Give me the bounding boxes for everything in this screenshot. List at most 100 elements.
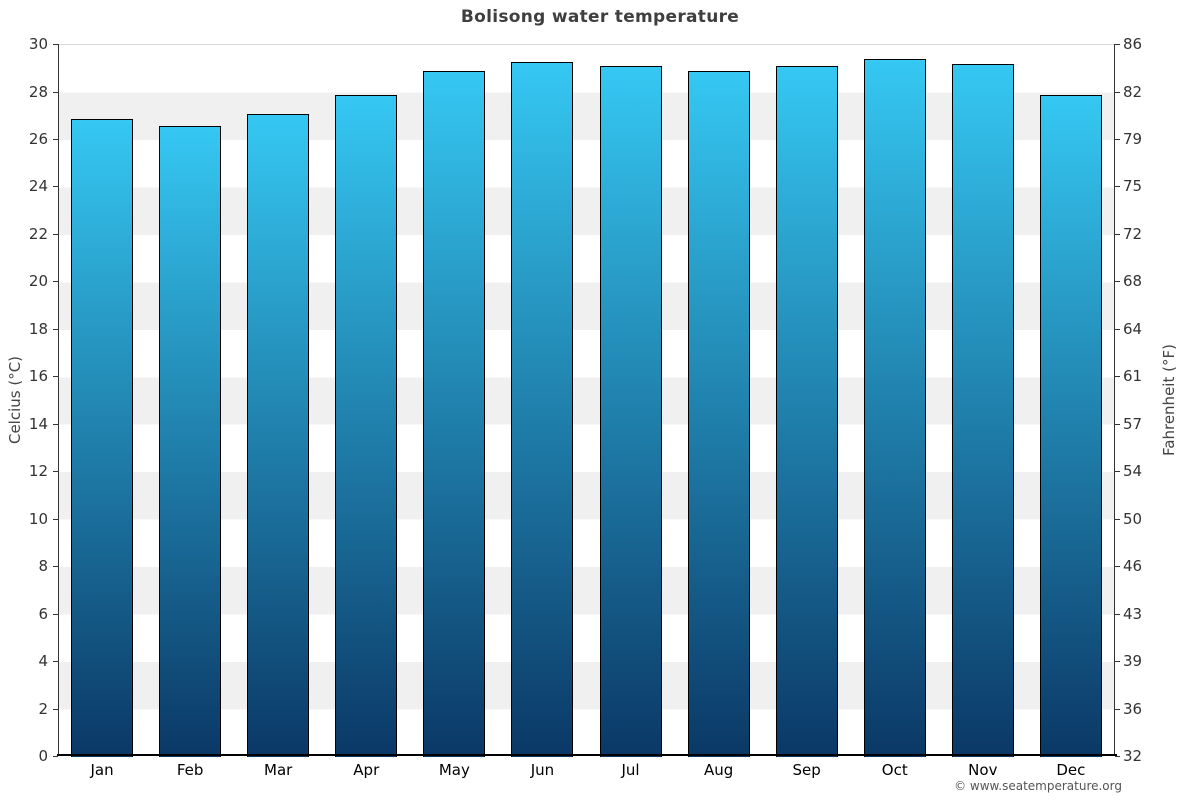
y-tickmark-left — [53, 233, 58, 235]
bar-slot-jan — [58, 45, 146, 757]
y-tick-label-celsius-2: 2 — [38, 699, 48, 718]
y-tick-label-celsius-20: 20 — [28, 272, 48, 291]
y-axis-title-fahrenheit: Fahrenheit (°F) — [1160, 344, 1178, 456]
bar-slot-nov — [939, 45, 1027, 757]
bar-slot-feb — [146, 45, 234, 757]
y-tickmark-left — [53, 566, 58, 568]
y-tick-label-fahrenheit-68: 68 — [1123, 272, 1143, 291]
x-tick-label-oct: Oct — [881, 761, 908, 779]
bar-slot-jul — [586, 45, 674, 757]
bar-slot-aug — [675, 45, 763, 757]
y-tickmark-left — [53, 661, 58, 663]
y-tick-label-celsius-28: 28 — [28, 82, 48, 101]
y-tickmark-left — [53, 138, 58, 140]
y-tick-label-celsius-10: 10 — [28, 509, 48, 528]
bar-feb — [159, 125, 222, 757]
y-tickmark-left — [53, 423, 58, 425]
y-tickmark-right — [1115, 661, 1120, 663]
y-tick-label-celsius-30: 30 — [28, 35, 48, 53]
y-tickmark-right — [1115, 376, 1120, 378]
bar-slot-may — [410, 45, 498, 757]
plot-area — [58, 44, 1115, 757]
y-tick-label-celsius-12: 12 — [28, 462, 48, 481]
y-tickmark-right — [1115, 138, 1120, 140]
x-tick-label-sep: Sep — [792, 761, 821, 779]
y-tick-label-celsius-14: 14 — [28, 414, 48, 433]
bar-dec — [1039, 94, 1102, 757]
y-tick-label-fahrenheit-61: 61 — [1123, 367, 1143, 386]
bar-sep — [775, 66, 838, 757]
x-tick-label-feb: Feb — [176, 761, 204, 779]
y-tick-label-fahrenheit-86: 86 — [1123, 35, 1143, 53]
x-tick-label-nov: Nov — [968, 761, 998, 779]
copyright-text: © www.seatemperature.org — [954, 779, 1122, 793]
bar-oct — [863, 59, 926, 757]
y-tick-label-celsius-16: 16 — [28, 367, 48, 386]
x-axis-line — [57, 754, 1117, 756]
y-tick-label-fahrenheit-43: 43 — [1123, 604, 1143, 623]
x-tick-label-jan: Jan — [90, 761, 114, 779]
y-tick-label-celsius-24: 24 — [28, 177, 48, 196]
x-tick-label-jun: Jun — [530, 761, 555, 779]
y-tick-label-fahrenheit-79: 79 — [1123, 129, 1143, 148]
y-tickmark-right — [1115, 233, 1120, 235]
y-tick-label-fahrenheit-50: 50 — [1123, 509, 1143, 528]
chart-title: Bolisong water temperature — [460, 7, 740, 27]
bar-slot-sep — [763, 45, 851, 757]
y-tickmark-left — [53, 613, 58, 615]
y-tickmark-left — [53, 281, 58, 283]
y-tick-label-celsius-6: 6 — [38, 604, 48, 623]
bar-slot-mar — [234, 45, 322, 757]
y-tickmark-left — [53, 328, 58, 330]
y-tick-label-fahrenheit-57: 57 — [1123, 414, 1143, 433]
y-tick-label-fahrenheit-75: 75 — [1123, 177, 1143, 196]
y-tickmark-left — [53, 708, 58, 710]
y-tick-label-fahrenheit-36: 36 — [1123, 699, 1143, 718]
y-tick-label-fahrenheit-32: 32 — [1123, 747, 1143, 765]
y-tickmark-right — [1115, 756, 1120, 757]
y-tickmark-right — [1115, 518, 1120, 520]
bar-jan — [71, 118, 134, 757]
y-tickmark-right — [1115, 328, 1120, 330]
y-axis-line-left — [58, 44, 59, 756]
bar-mar — [247, 113, 310, 757]
y-axis-title-celsius: Celcius (°C) — [6, 355, 24, 445]
x-tick-label-may: May — [438, 761, 470, 779]
bar-slot-dec — [1027, 45, 1115, 757]
bar-may — [423, 71, 486, 757]
y-tickmark-left — [53, 756, 58, 757]
y-tickmark-right — [1115, 471, 1120, 473]
y-tick-label-celsius-26: 26 — [28, 129, 48, 148]
x-axis-labels: Jan Feb Mar Apr May Jun Jul Aug Sep Oct Nov Dec — [58, 761, 1115, 779]
x-tick-label-apr: Apr — [353, 761, 380, 779]
x-tick-label-aug: Aug — [703, 761, 734, 779]
y-tickmark-right — [1115, 423, 1120, 425]
bar-apr — [335, 94, 398, 757]
y-tick-label-fahrenheit-72: 72 — [1123, 224, 1143, 243]
y-tickmark-left — [53, 518, 58, 520]
y-tickmark-right — [1115, 91, 1120, 93]
y-tick-label-fahrenheit-82: 82 — [1123, 82, 1143, 101]
x-tick-label-dec: Dec — [1056, 761, 1086, 779]
y-tickmark-right — [1115, 566, 1120, 568]
y-tick-label-celsius-18: 18 — [28, 319, 48, 338]
y-tickmark-left — [53, 44, 58, 45]
y-tick-label-fahrenheit-39: 39 — [1123, 652, 1143, 671]
y-tickmark-right — [1115, 613, 1120, 615]
y-tickmark-right — [1115, 281, 1120, 283]
bar-nov — [951, 64, 1014, 757]
y-tick-label-fahrenheit-64: 64 — [1123, 319, 1143, 338]
y-axis-line-right — [1114, 44, 1115, 756]
y-tick-label-fahrenheit-54: 54 — [1123, 462, 1143, 481]
x-tick-label-jul: Jul — [621, 761, 640, 779]
bar-jul — [599, 66, 662, 757]
y-tickmark-right — [1115, 708, 1120, 710]
y-tickmark-left — [53, 376, 58, 378]
bar-aug — [687, 71, 750, 757]
bar-jun — [511, 61, 574, 757]
bar-slot-oct — [851, 45, 939, 757]
y-tickmark-left — [53, 91, 58, 93]
y-tick-label-celsius-4: 4 — [38, 652, 48, 671]
y-tickmark-left — [53, 186, 58, 188]
y-tick-label-celsius-22: 22 — [28, 224, 48, 243]
